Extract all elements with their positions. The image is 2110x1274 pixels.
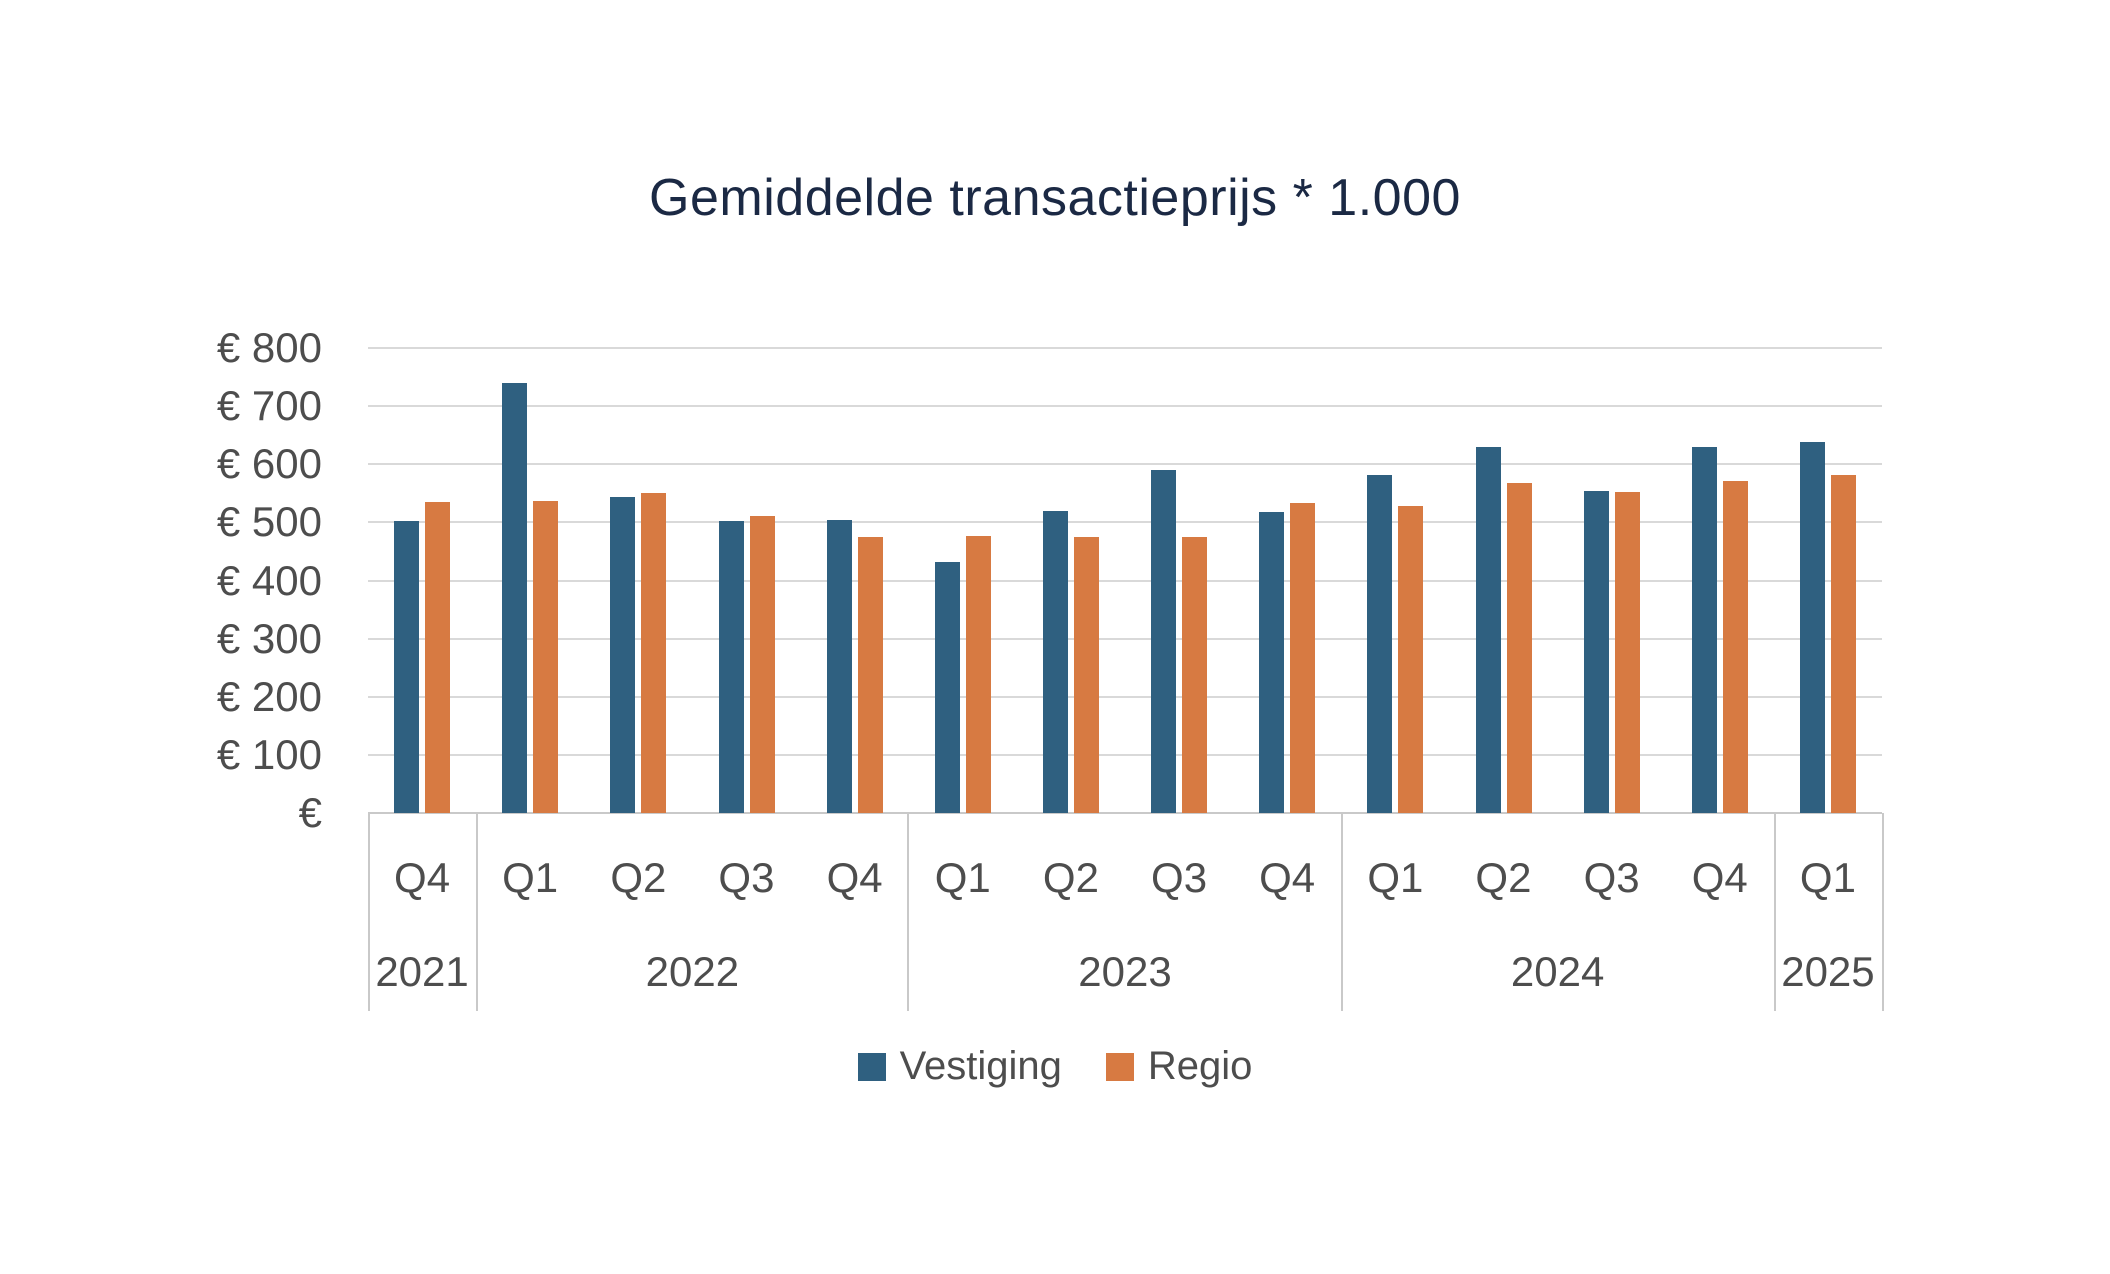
bar-regio-13 — [1830, 475, 1856, 813]
bar-vestiging-11 — [1583, 491, 1609, 813]
legend-label-regio: Regio — [1147, 1044, 1253, 1088]
legend: Vestiging Regio — [0, 1044, 2110, 1089]
x-quarter-label-10: Q2 — [1475, 854, 1532, 901]
y-tick-label-100: € 100 — [216, 730, 322, 778]
x-quarter-label-9: Q1 — [1367, 854, 1424, 901]
bar-regio-10 — [1506, 482, 1532, 813]
x-year-label-2021: 2021 — [375, 948, 469, 995]
x-year-label-2025: 2025 — [1781, 948, 1875, 995]
y-tick-label-700: € 700 — [216, 382, 322, 430]
legend-item-vestiging: Vestiging — [857, 1044, 1062, 1089]
x-quarter-label-13: Q1 — [1799, 854, 1856, 901]
bar-regio-12 — [1722, 480, 1748, 813]
x-quarter-label-6: Q2 — [1042, 854, 1099, 901]
x-quarter-label-1: Q1 — [502, 854, 559, 901]
x-axis-separator-5 — [1882, 813, 1884, 1011]
bar-regio-9 — [1398, 505, 1424, 813]
x-axis-separator-0 — [368, 813, 370, 1011]
y-tick-label-400: € 400 — [216, 556, 322, 604]
bar-vestiging-4 — [826, 520, 852, 813]
bar-regio-6 — [1073, 536, 1099, 813]
x-quarter-label-12: Q4 — [1691, 854, 1748, 901]
bar-regio-5 — [965, 535, 991, 813]
x-quarter-label-4: Q4 — [826, 854, 883, 901]
bar-regio-1 — [533, 500, 559, 813]
x-quarter-label-5: Q1 — [934, 854, 991, 901]
gridline-100 — [368, 753, 1882, 756]
bar-vestiging-12 — [1691, 447, 1717, 813]
legend-swatch-regio — [1105, 1052, 1134, 1081]
gridline-400 — [368, 579, 1882, 582]
bar-regio-8 — [1290, 503, 1316, 813]
bar-vestiging-8 — [1259, 511, 1285, 813]
bar-regio-3 — [749, 516, 775, 813]
x-quarter-label-11: Q3 — [1583, 854, 1640, 901]
y-tick-label-800: € 800 — [216, 324, 322, 371]
gridline-200 — [368, 695, 1882, 698]
bar-vestiging-6 — [1042, 510, 1068, 814]
legend-label-vestiging: Vestiging — [899, 1044, 1062, 1088]
plot-area — [368, 347, 1882, 814]
x-year-label-2022: 2022 — [645, 948, 740, 995]
x-quarter-label-8: Q4 — [1259, 854, 1316, 901]
x-quarter-label-7: Q3 — [1151, 854, 1208, 901]
y-tick-label-600: € 600 — [216, 440, 322, 488]
bar-vestiging-1 — [502, 382, 528, 813]
bar-regio-4 — [857, 536, 883, 813]
chart-title: Gemiddelde transactieprijs * 1.000 — [649, 169, 1461, 227]
bar-vestiging-13 — [1799, 442, 1825, 813]
gridline-300 — [368, 637, 1882, 640]
x-axis: Q4 Q1 Q2 Q3 Q4 Q1 Q2 Q3 Q4 Q1 Q2 Q3 Q4 Q1 2021 2022 2023… — [368, 813, 1884, 1013]
gridline-0 — [368, 812, 1882, 814]
x-quarter-label-0: Q4 — [394, 854, 451, 901]
gridline-700 — [368, 405, 1882, 408]
legend-swatch-vestiging — [857, 1052, 886, 1081]
y-tick-label-200: € 200 — [216, 672, 322, 720]
bar-vestiging-10 — [1475, 446, 1501, 813]
legend-item-regio: Regio — [1105, 1044, 1253, 1089]
bar-regio-0 — [425, 502, 451, 813]
bar-vestiging-3 — [718, 521, 744, 813]
x-year-label-2024: 2024 — [1510, 948, 1605, 995]
bar-vestiging-2 — [610, 496, 636, 813]
x-axis-separator-3 — [1341, 813, 1344, 1011]
y-tick-label-300: € 300 — [216, 614, 322, 662]
x-axis-separator-4 — [1773, 813, 1776, 1011]
x-year-label-2023: 2023 — [1078, 948, 1172, 995]
bar-regio-11 — [1614, 492, 1640, 813]
x-quarter-label-2: Q2 — [610, 854, 667, 901]
x-quarter-label-3: Q3 — [718, 854, 775, 901]
gridline-800 — [368, 347, 1882, 349]
bar-vestiging-0 — [394, 521, 420, 813]
gridline-500 — [368, 521, 1882, 524]
y-axis-labels: € 800 € 700 € 600 € 500 € 400 € 300 € 200 € 100… — [80, 326, 322, 835]
bar-regio-7 — [1182, 536, 1208, 813]
x-axis-separator-2 — [906, 813, 909, 1011]
bar-vestiging-9 — [1367, 475, 1393, 813]
bar-vestiging-7 — [1151, 470, 1177, 813]
gridline-600 — [368, 463, 1882, 466]
bar-vestiging-5 — [934, 561, 960, 813]
x-axis-separator-1 — [476, 813, 479, 1011]
bar-regio-2 — [641, 493, 667, 813]
y-tick-label-500: € 500 — [216, 498, 322, 546]
y-tick-label-0: € — [298, 789, 322, 836]
